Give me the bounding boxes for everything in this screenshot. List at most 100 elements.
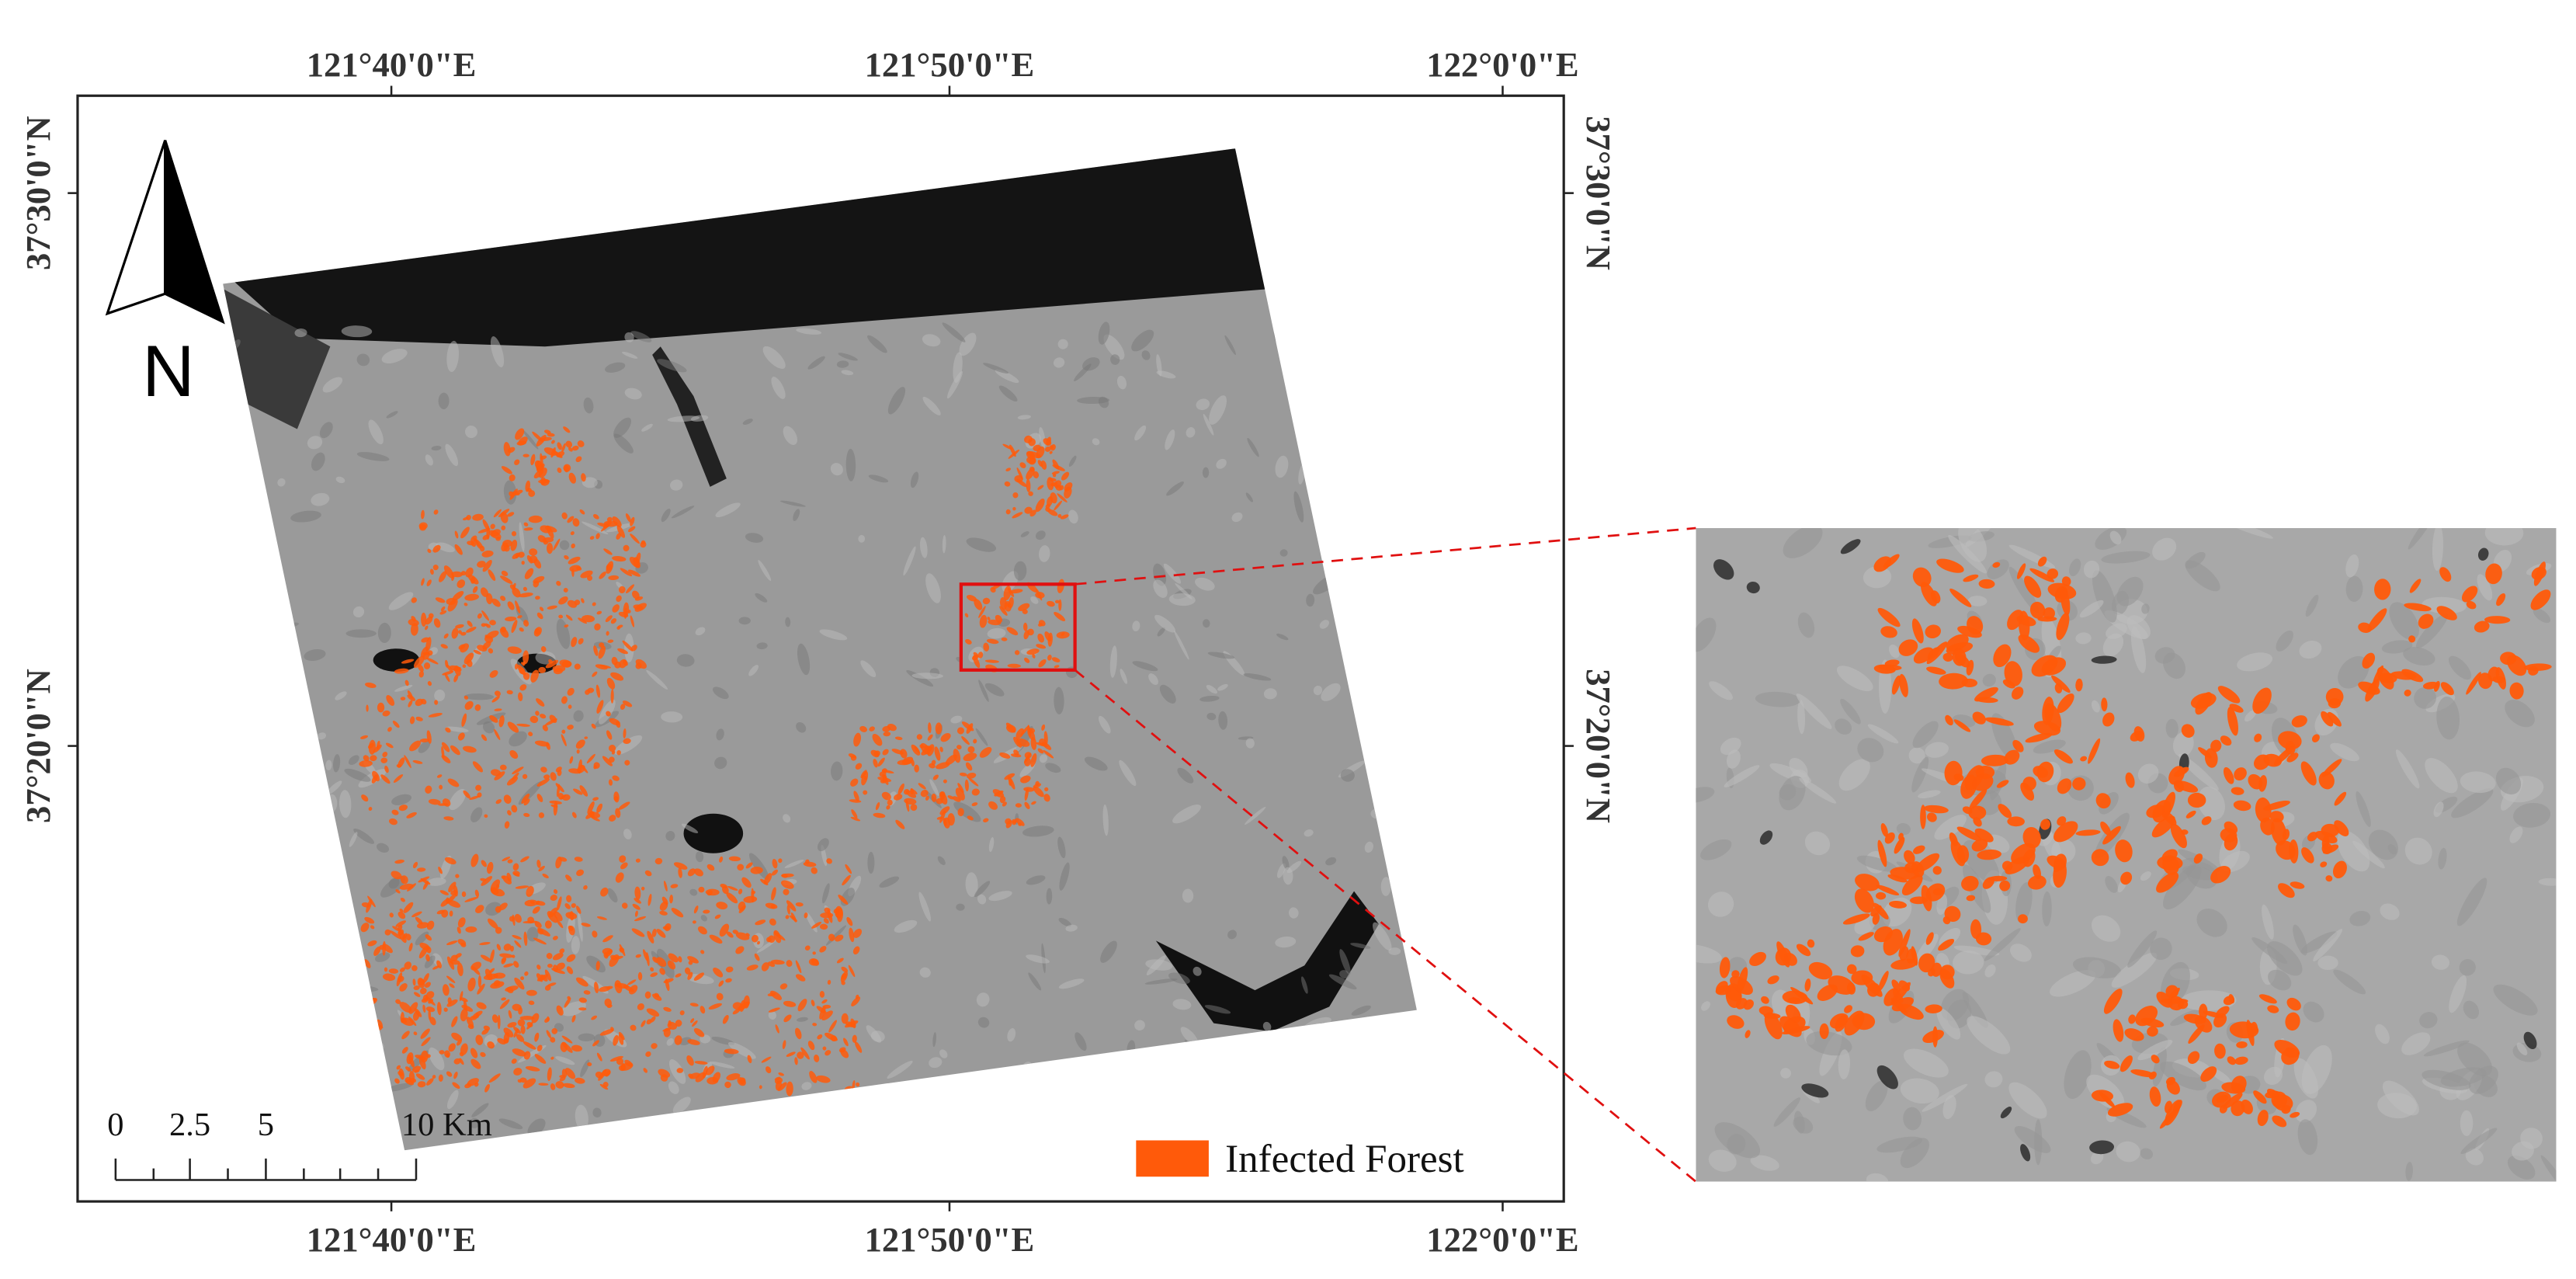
infected-patch (1007, 663, 1021, 669)
infected-patch (887, 723, 897, 732)
infected-patch (382, 752, 388, 757)
infected-patch (605, 949, 613, 958)
infected-patch (566, 954, 576, 962)
texture (2425, 758, 2458, 794)
texture (2116, 576, 2144, 606)
infected-patch (2018, 914, 2028, 924)
infected-patch (592, 930, 598, 938)
infected-patch (463, 652, 474, 665)
infected-patch (551, 1027, 558, 1034)
infected-patch (2031, 655, 2058, 677)
infected-patch (2272, 1115, 2287, 1128)
infected-patch (472, 761, 484, 773)
infected-patch (872, 734, 883, 746)
infected-patch (591, 723, 596, 729)
infected-patch (2022, 777, 2036, 791)
texture (867, 335, 887, 353)
infected-patch (528, 732, 533, 737)
infected-patch (568, 925, 574, 931)
infected-patch (401, 659, 415, 664)
infected-patch (2012, 686, 2024, 700)
texture (2460, 771, 2496, 794)
infected-patch (597, 523, 609, 528)
infected-patch (555, 766, 562, 773)
infected-patch (822, 1004, 831, 1009)
infected-patch (1975, 932, 1992, 946)
infected-patch (1953, 773, 1964, 781)
texture (344, 768, 371, 782)
infected-patch (500, 626, 506, 633)
texture (2092, 570, 2117, 623)
infected-patch (373, 744, 382, 753)
infected-patch (1877, 839, 1887, 867)
infected-patch (988, 801, 998, 810)
infected-patch (616, 595, 622, 602)
infected-patch (493, 980, 501, 987)
texture (783, 814, 791, 823)
infected-patch (967, 746, 975, 753)
infected-patch (495, 690, 501, 697)
infected-patch (1898, 639, 1918, 656)
infected-patch (1764, 1012, 1783, 1040)
infected-patch (2146, 805, 2165, 818)
infected-patch (1927, 812, 1937, 822)
infected-patch (425, 954, 430, 962)
infected-patch (581, 473, 586, 482)
infected-patch (688, 961, 693, 965)
texture (866, 1025, 882, 1043)
texture (1120, 669, 1128, 684)
infected-patch (995, 614, 1003, 623)
infected-patch (595, 684, 601, 698)
texture (571, 936, 580, 954)
infected-patch (538, 666, 547, 673)
infected-patch (453, 674, 459, 683)
infected-patch (713, 967, 724, 978)
texture (2014, 1126, 2051, 1153)
texture (1755, 691, 1801, 707)
infected-patch (483, 973, 498, 980)
infected-patch (460, 1008, 468, 1022)
texture (821, 883, 830, 904)
texture (1903, 1048, 1949, 1078)
infected-patch (1037, 485, 1044, 490)
infected-patch (494, 771, 505, 780)
texture (845, 448, 856, 481)
infected-patch (623, 659, 628, 666)
infected-patch (498, 715, 505, 728)
infected-patch (1938, 938, 1955, 951)
infected-patch (488, 648, 494, 654)
infected-patch (1002, 801, 1007, 807)
infected-patch (851, 809, 858, 818)
infected-patch (2102, 825, 2121, 845)
texture (1865, 1080, 1888, 1111)
texture (1804, 831, 1831, 856)
infected-patch (812, 1023, 818, 1027)
infected-patch (786, 1051, 796, 1057)
infected-patch (489, 669, 498, 678)
infected-patch (2102, 712, 2115, 727)
infected-patch (2530, 589, 2551, 610)
texture (2533, 607, 2551, 624)
texture (745, 533, 764, 543)
infected-patch (491, 598, 501, 607)
infected-patch (514, 940, 522, 948)
infected-patch (486, 593, 493, 605)
infected-patch (394, 859, 404, 864)
infected-patch (533, 558, 542, 569)
infected-patch (1952, 648, 1967, 666)
infected-patch (674, 1035, 682, 1045)
infected-patch (421, 578, 425, 586)
infected-patch (498, 509, 510, 518)
infected-patch (983, 642, 990, 652)
infected-patch (501, 525, 506, 530)
infected-patch (571, 637, 578, 648)
infected-patch (1009, 444, 1016, 457)
infected-patch (671, 908, 684, 918)
infected-patch (931, 759, 936, 766)
infected-patch (2057, 693, 2074, 714)
infected-patch (894, 736, 903, 740)
infected-patch (1031, 801, 1036, 805)
infected-patch (1807, 939, 1815, 948)
infected-patch (368, 807, 373, 812)
infected-patch (414, 655, 425, 669)
